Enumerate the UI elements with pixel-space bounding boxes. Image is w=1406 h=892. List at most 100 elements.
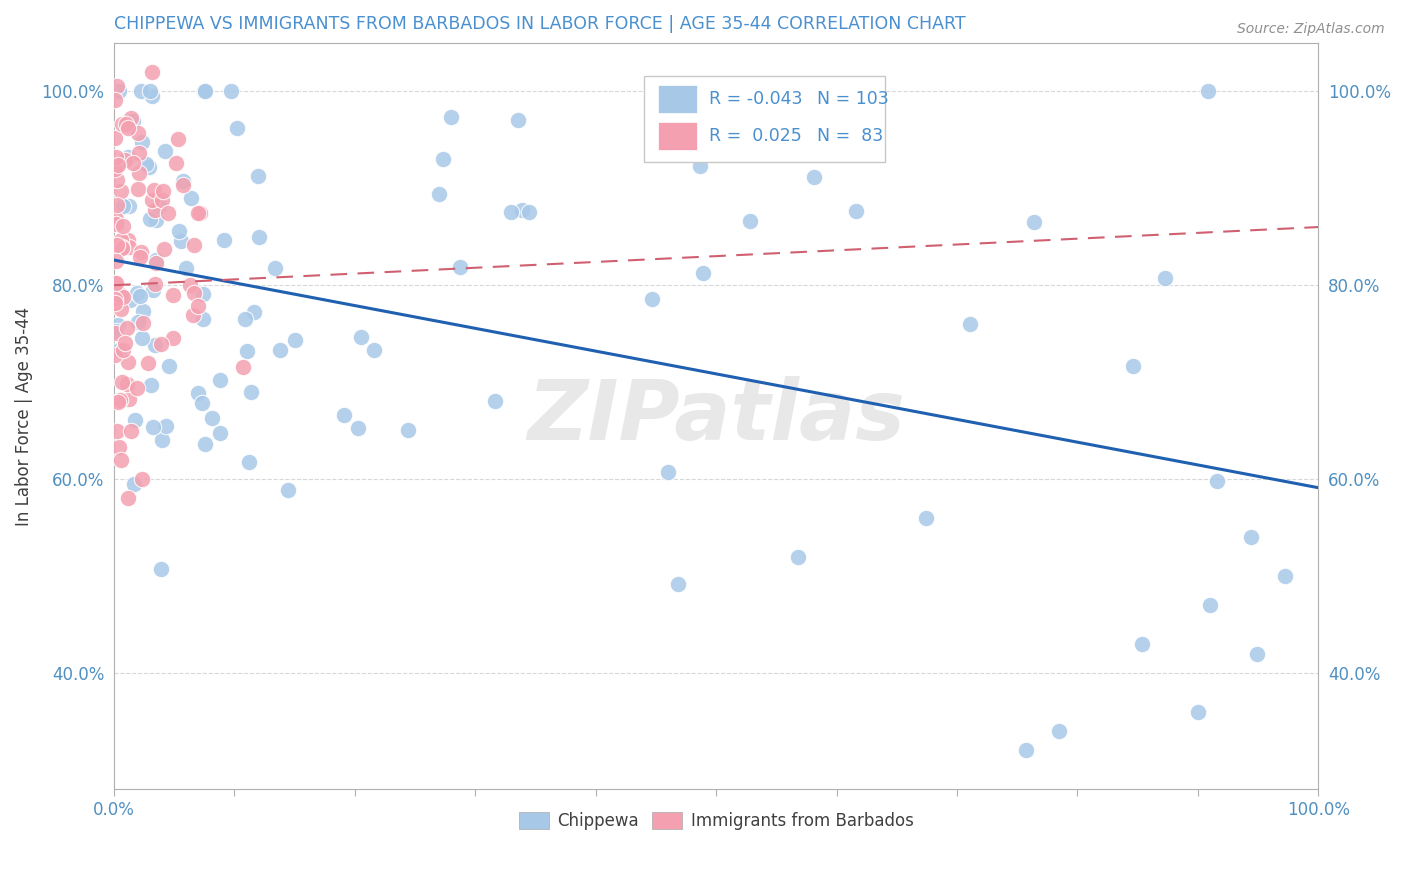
Point [142, 184, 165, 198]
Point [247, 230, 270, 244]
Point [110, 184, 132, 198]
Point [183, 309, 205, 323]
Point [104, 277, 127, 291]
Point [179, 278, 201, 293]
Point [188, 205, 211, 219]
Point [429, 186, 451, 201]
Point [666, 576, 689, 591]
Point [156, 206, 179, 220]
Point [117, 233, 139, 247]
Point [349, 330, 371, 344]
Point [510, 202, 533, 217]
Point [125, 286, 148, 301]
Point [449, 260, 471, 275]
Point [120, 111, 142, 125]
Point [150, 433, 173, 447]
Point [108, 84, 131, 98]
Point [1187, 705, 1209, 719]
Point [1205, 475, 1227, 489]
Point [363, 343, 385, 357]
Point [110, 452, 132, 467]
Point [145, 252, 167, 267]
Point [284, 333, 307, 347]
Point [129, 250, 152, 264]
Point [110, 233, 132, 247]
Point [232, 359, 254, 374]
Point [125, 381, 148, 395]
Point [129, 289, 152, 303]
Point [111, 242, 134, 256]
Point [155, 145, 177, 159]
Point [915, 511, 938, 525]
Point [187, 206, 209, 220]
Point [142, 419, 165, 434]
Point [180, 191, 202, 205]
Point [167, 224, 190, 238]
Point [167, 132, 190, 146]
Point [105, 198, 128, 212]
Point [104, 326, 127, 341]
Point [111, 375, 134, 389]
Point [105, 173, 128, 187]
Point [269, 343, 291, 357]
Point [194, 84, 217, 98]
Point [506, 112, 529, 127]
Point [239, 385, 262, 400]
Point [1154, 271, 1177, 285]
Point [162, 331, 184, 345]
Point [238, 455, 260, 469]
Point [157, 359, 180, 373]
Point [128, 166, 150, 180]
Point [143, 203, 166, 218]
Point [104, 254, 127, 268]
Point [117, 150, 139, 164]
Point [145, 255, 167, 269]
Point [689, 159, 711, 173]
Text: CHIPPEWA VS IMMIGRANTS FROM BARBADOS IN LABOR FORCE | AGE 35-44 CORRELATION CHAR: CHIPPEWA VS IMMIGRANTS FROM BARBADOS IN … [114, 15, 966, 33]
Point [105, 212, 128, 227]
Point [1274, 569, 1296, 583]
Text: Source: ZipAtlas.com: Source: ZipAtlas.com [1237, 22, 1385, 37]
Text: N = 103: N = 103 [817, 90, 889, 108]
Point [105, 238, 128, 252]
Point [226, 120, 249, 135]
Point [1240, 530, 1263, 544]
Point [114, 336, 136, 351]
Point [122, 477, 145, 491]
Point [277, 483, 299, 498]
Point [692, 266, 714, 280]
Point [108, 440, 131, 454]
FancyBboxPatch shape [644, 77, 884, 162]
Point [1024, 215, 1046, 229]
Point [104, 348, 127, 362]
Point [124, 413, 146, 427]
Point [127, 182, 149, 196]
Point [172, 174, 194, 188]
Point [347, 420, 370, 434]
Point [145, 212, 167, 227]
Point [131, 472, 153, 486]
Point [112, 290, 135, 304]
Point [121, 156, 143, 170]
Point [1197, 84, 1219, 98]
Point [517, 205, 540, 219]
Point [111, 199, 134, 213]
Point [738, 214, 761, 228]
Point [117, 321, 139, 335]
Point [105, 425, 128, 439]
Point [111, 240, 134, 254]
Point [153, 242, 176, 256]
Point [183, 237, 205, 252]
Point [118, 392, 141, 407]
Point [112, 219, 135, 234]
Point [209, 426, 232, 441]
Point [155, 418, 177, 433]
Point [187, 299, 209, 313]
Point [243, 305, 266, 319]
Text: N =  83: N = 83 [817, 128, 883, 145]
Point [143, 338, 166, 352]
Point [187, 385, 209, 400]
Point [139, 378, 162, 392]
Point [152, 184, 174, 198]
Point [141, 89, 163, 103]
